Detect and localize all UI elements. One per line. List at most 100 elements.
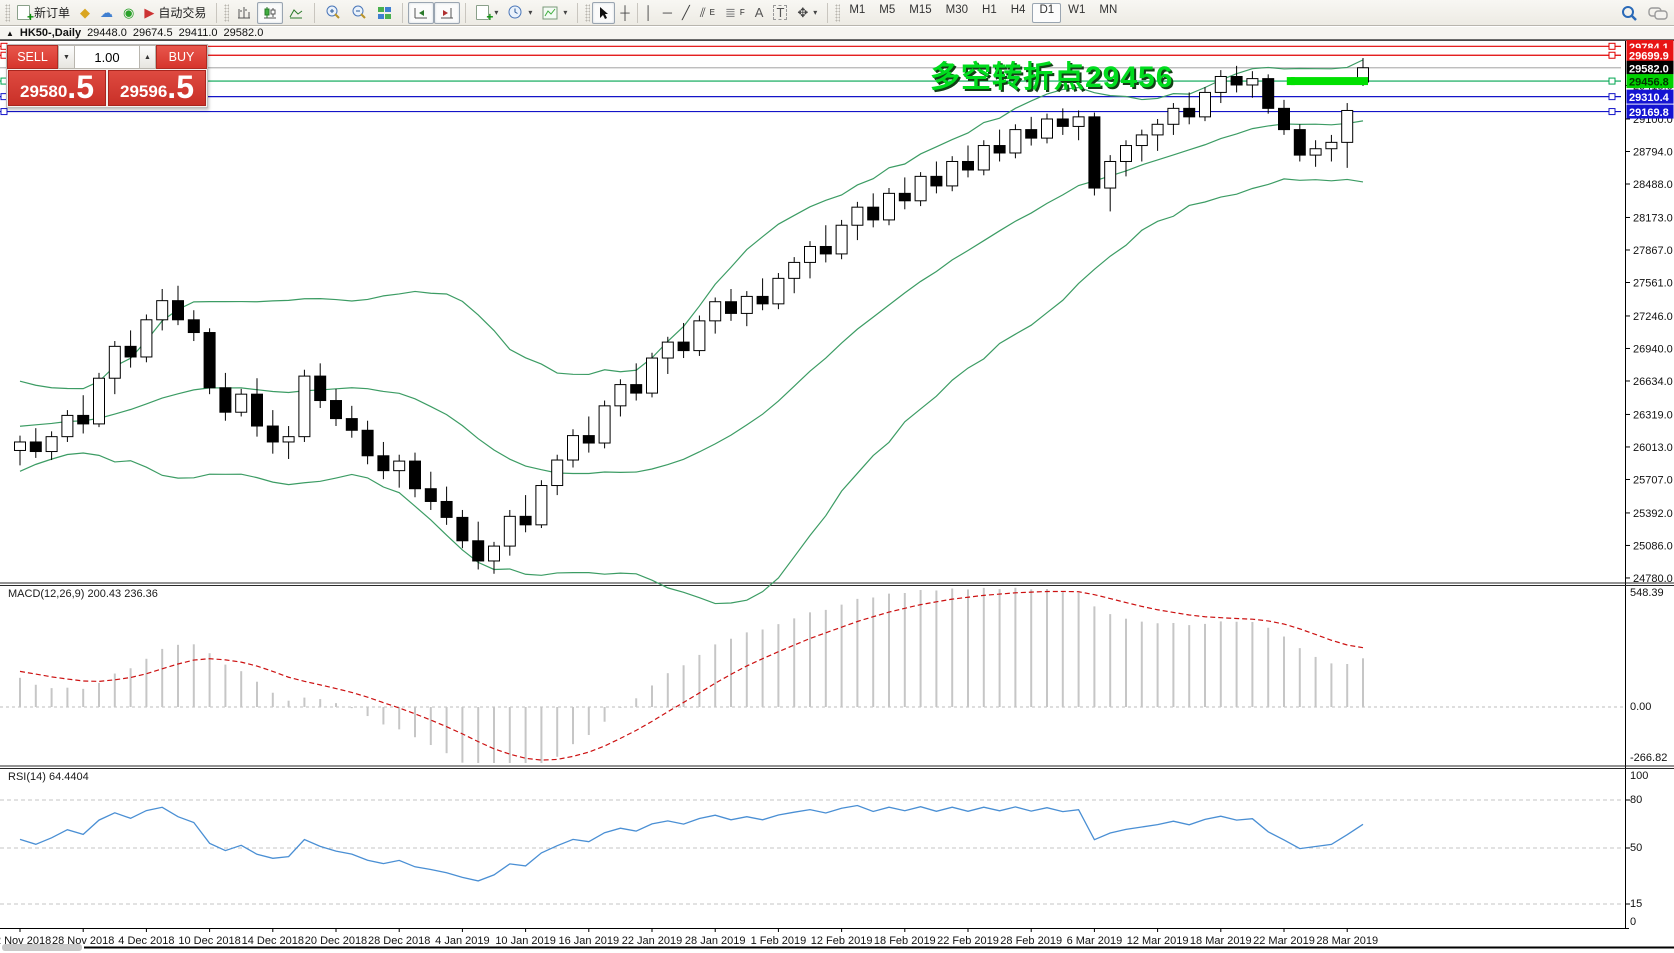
timeframe-h4[interactable]: H4 — [1010, 3, 1026, 16]
templates-button[interactable]: ▾ — [537, 2, 572, 24]
volume-input[interactable]: 1.00 — [75, 45, 139, 69]
text-tool-button[interactable]: A — [750, 2, 769, 24]
vertical-line-icon: │ — [644, 5, 653, 20]
vertical-line-tool-button[interactable]: │ — [640, 2, 658, 24]
signals-button[interactable]: ◉ — [118, 2, 139, 24]
new-order-icon: + — [17, 5, 34, 24]
svg-text:29456.8: 29456.8 — [1629, 77, 1669, 89]
sell-price-quote[interactable]: 29580 .5 — [8, 70, 106, 106]
highlight-trendline[interactable] — [1286, 77, 1368, 86]
buy-button[interactable]: BUY — [156, 45, 207, 69]
sell-button[interactable]: SELL — [7, 45, 58, 69]
buy-price-quote[interactable]: 29596 .5 — [108, 70, 206, 106]
rsi-scale-80: 80 — [1630, 794, 1643, 806]
add-indicator-icon: + — [476, 5, 493, 24]
cursor-tool-button[interactable] — [592, 1, 616, 24]
toolbar-drag-handle[interactable] — [585, 3, 591, 22]
autotrading-button[interactable]: ▶ 自动交易 — [139, 2, 211, 24]
svg-text:25086.0: 25086.0 — [1633, 540, 1673, 552]
svg-text:12 Mar 2019: 12 Mar 2019 — [1127, 935, 1189, 947]
text-label-icon: T — [773, 5, 788, 20]
svg-text:18 Feb 2019: 18 Feb 2019 — [874, 935, 936, 947]
svg-text:28173.0: 28173.0 — [1633, 212, 1673, 224]
community-button[interactable]: ☁ — [95, 2, 118, 24]
rsi-scale-50: 50 — [1630, 842, 1643, 854]
macd-scale-zero: 0.00 — [1630, 701, 1652, 713]
chat-icon[interactable] — [1648, 6, 1668, 21]
buy-price-frac: .5 — [167, 69, 194, 105]
chevron-down-icon: ▾ — [528, 8, 533, 17]
text-label-tool-button[interactable]: T — [768, 2, 792, 24]
volume-increase-button[interactable]: ▲ — [139, 45, 156, 69]
trendline-tool-button[interactable]: ╱ — [677, 2, 695, 24]
timeframe-d1[interactable]: D1 — [1032, 2, 1062, 23]
svg-text:20 Dec 2018: 20 Dec 2018 — [305, 935, 367, 947]
svg-text:27867.0: 27867.0 — [1633, 245, 1673, 257]
volume-decrease-button[interactable]: ▼ — [58, 45, 75, 69]
timeframe-m1[interactable]: M1 — [849, 3, 866, 16]
timeframe-mn[interactable]: MN — [1099, 3, 1118, 16]
horizontal-scrollbar[interactable] — [2, 944, 1674, 951]
svg-text:28 Mar 2019: 28 Mar 2019 — [1316, 935, 1378, 947]
svg-text:27246.0: 27246.0 — [1633, 311, 1673, 323]
toolbar-drag-handle[interactable] — [224, 3, 230, 22]
fibonacci-icon: ≣ — [724, 5, 736, 20]
channel-tool-button[interactable]: ⫽ E — [695, 2, 720, 24]
new-order-button[interactable]: + 新订单 — [12, 2, 75, 24]
timeframe-m5[interactable]: M5 — [879, 3, 896, 16]
zoom-in-button[interactable] — [320, 2, 346, 24]
rsi-scale-15: 15 — [1630, 898, 1643, 910]
svg-text:26634.0: 26634.0 — [1633, 376, 1673, 388]
market-watch-button[interactable]: ◆ — [75, 2, 95, 24]
one-click-panel-toggle[interactable]: ▲ — [6, 28, 14, 38]
rsi-scale-100: 100 — [1630, 770, 1649, 782]
svg-text:22 Mar 2019: 22 Mar 2019 — [1253, 935, 1315, 947]
macd-scale-max: 548.39 — [1630, 587, 1664, 599]
search-icon[interactable] — [1621, 5, 1638, 21]
crosshair-tool-button[interactable]: ┼ — [615, 2, 634, 24]
svg-text:28794.0: 28794.0 — [1633, 146, 1673, 158]
auto-scroll-button[interactable] — [408, 1, 435, 24]
svg-text:22 Jan 2019: 22 Jan 2019 — [622, 935, 683, 947]
macd-histogram — [19, 587, 1364, 763]
candlestick-mode-button[interactable] — [257, 1, 284, 24]
svg-text:28 Feb 2019: 28 Feb 2019 — [1000, 935, 1062, 947]
price-chart[interactable]: 29415.029100.028794.028488.028173.027867… — [0, 40, 1674, 953]
toolbar-drag-handle[interactable] — [5, 3, 10, 22]
level-lines — [0, 42, 1621, 116]
chart-header: ▲ HK50-,Daily 29448.0 29674.5 29411.0 29… — [0, 27, 1674, 40]
svg-text:1 Feb 2019: 1 Feb 2019 — [751, 935, 807, 947]
fibonacci-tool-button[interactable]: ≣ F — [720, 2, 750, 24]
price-axis: 29415.029100.028794.028488.028173.027867… — [1625, 81, 1673, 585]
chart-area: 29415.029100.028794.028488.028173.027867… — [0, 40, 1674, 953]
channel-letter: E — [709, 8, 715, 17]
svg-text:16 Jan 2019: 16 Jan 2019 — [559, 935, 620, 947]
macd-signal-line — [19, 590, 1364, 761]
zoom-out-button[interactable] — [346, 2, 372, 24]
main-toolbar: + 新订单 ◆ ☁ ◉ ▶ 自动交易 — [0, 0, 1674, 26]
ohlc-high: 29674.5 — [132, 27, 173, 39]
timeframe-m15[interactable]: M15 — [909, 3, 932, 16]
periods-button[interactable]: ▾ — [503, 2, 537, 24]
timeframe-h1[interactable]: H1 — [982, 3, 997, 16]
timeframe-m30[interactable]: M30 — [945, 3, 969, 16]
arrows-tool-button[interactable]: ✥ ▾ — [792, 2, 822, 24]
zoom-out-icon — [352, 5, 367, 19]
line-chart-mode-button[interactable] — [283, 2, 309, 24]
indicators-button[interactable]: + ▾ — [471, 2, 503, 24]
sell-price-main: 29580 — [20, 82, 68, 101]
timeframe-w1[interactable]: W1 — [1068, 3, 1086, 16]
tile-windows-button[interactable] — [372, 2, 397, 24]
new-order-label: 新订单 — [34, 6, 71, 20]
fibo-letter: F — [739, 8, 745, 17]
autotrading-icon: ▶ — [144, 5, 155, 20]
timeframe-group: M1 M5 M15 M30 H1 H4 D1 W1 MN — [830, 0, 1127, 26]
macd-indicator-label: MACD(12,26,9) 200.43 236.36 — [8, 588, 158, 600]
toolbar-drag-handle[interactable] — [835, 3, 841, 22]
rsi-levels — [0, 799, 1630, 905]
symbol-period-label: HK50-,Daily — [19, 27, 82, 39]
chart-shift-button[interactable] — [434, 1, 461, 24]
horizontal-line-tool-button[interactable]: ─ — [658, 2, 677, 24]
buy-price-main: 29596 — [120, 82, 168, 101]
bar-chart-mode-button[interactable] — [231, 2, 257, 24]
